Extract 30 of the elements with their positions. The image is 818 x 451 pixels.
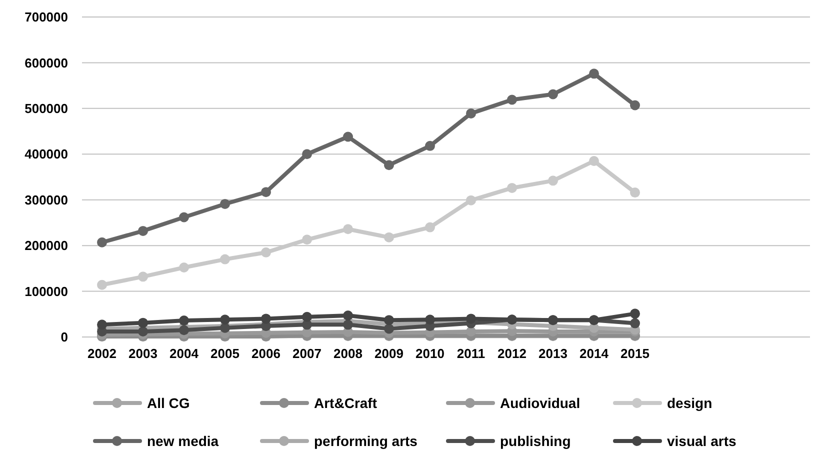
x-tick-label: 2003 — [128, 346, 158, 361]
y-tick-label: 600000 — [24, 55, 68, 70]
legend-label: visual arts — [667, 432, 736, 449]
y-tick-label: 500000 — [24, 100, 68, 116]
legend-label: Art&Craft — [314, 394, 378, 411]
x-tick-label: 2005 — [210, 346, 240, 361]
x-tick-label: 2008 — [334, 346, 362, 361]
y-tick-label: 400000 — [24, 146, 68, 162]
y-tick-label: 300000 — [24, 192, 68, 208]
x-tick-label: 2015 — [620, 346, 650, 361]
legend-label: new media — [147, 432, 219, 449]
legend-label: All CG — [147, 394, 190, 411]
x-tick-label: 2002 — [88, 346, 116, 361]
x-tick-label: 2012 — [498, 346, 526, 361]
legend-label: design — [667, 394, 712, 411]
y-tick-label: 0 — [60, 330, 68, 345]
x-tick-label: 2010 — [416, 346, 444, 361]
x-tick-label: 2006 — [252, 346, 280, 361]
x-tick-label: 2009 — [374, 346, 404, 361]
y-tick-label: 700000 — [24, 10, 68, 25]
y-tick-label: 100000 — [24, 284, 68, 299]
y-tick-label: 200000 — [24, 238, 68, 254]
legend-label: Audiovidual — [500, 394, 580, 411]
x-tick-label: 2014 — [580, 346, 610, 361]
legend-label: performing arts — [314, 432, 418, 449]
x-tick-label: 2004 — [170, 346, 200, 361]
legend-label: publishing — [500, 432, 571, 449]
x-tick-label: 2007 — [292, 346, 322, 361]
x-tick-label: 2011 — [456, 346, 486, 361]
x-tick-label: 2013 — [538, 346, 568, 361]
